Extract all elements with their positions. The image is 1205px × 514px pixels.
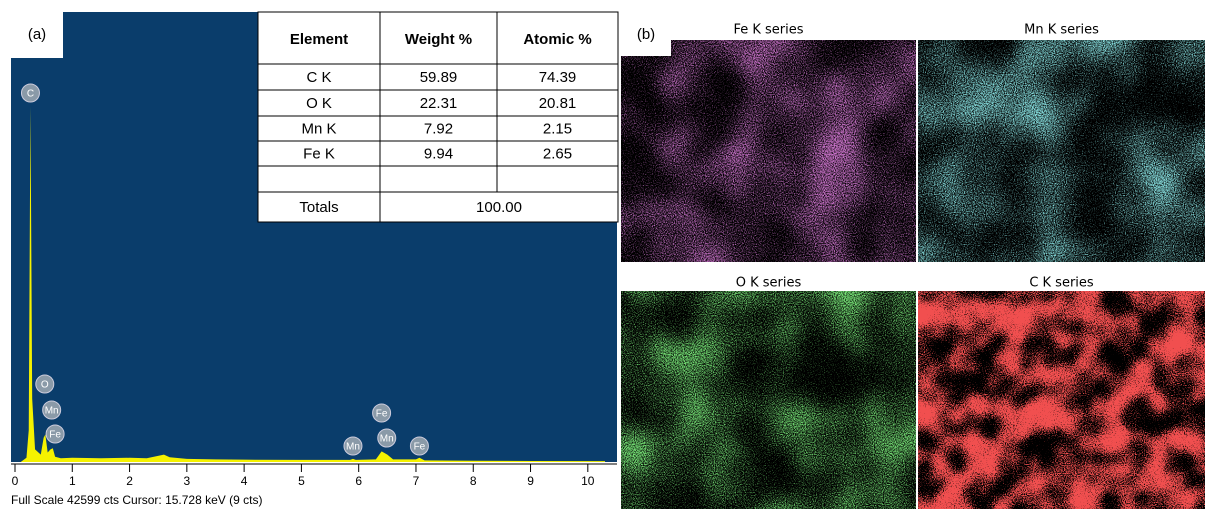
x-tick-label: 7 [413, 474, 420, 488]
totals-label: Totals [299, 199, 338, 216]
page: (a) C O Mn Fe Mn Fe Mn Fe 0 1 2 3 4 5 6 7 8 9 10 Full Scale … [0, 0, 1205, 509]
cell: 20.81 [539, 95, 577, 112]
peak-label: Fe [49, 430, 61, 441]
x-tick-label: 2 [126, 474, 133, 488]
x-tick-label: 5 [298, 474, 305, 488]
peak-label: Mn [45, 406, 59, 417]
map-title: Mn K series [1024, 23, 1099, 38]
totals-value: 100.00 [476, 199, 522, 216]
x-tick-label: 4 [241, 474, 248, 488]
cell: O K [306, 95, 332, 112]
element-map [918, 40, 1205, 262]
maps-panel: Fe K series Mn K series O K series C K seri… [621, 14, 1205, 509]
element-map [621, 40, 916, 262]
map-title: Fe K series [733, 23, 803, 38]
peak-label: C [27, 89, 34, 100]
x-tick-label: 3 [184, 474, 191, 488]
cell: 22.31 [420, 95, 458, 112]
table: Element Weight % Atomic % C K 59.89 74.39 O K 2… [258, 12, 618, 222]
x-tick-label: 1 [69, 474, 76, 488]
cell: Fe K [303, 145, 335, 162]
peak-label: Fe [414, 442, 426, 453]
cell: 7.92 [424, 120, 453, 137]
header-cell: Atomic % [523, 31, 591, 48]
element-map [918, 291, 1205, 509]
peak-label: Mn [346, 442, 360, 453]
panel-label: (b) [637, 26, 655, 43]
peak-label: O [41, 380, 49, 391]
panel-label: (a) [28, 26, 46, 43]
map-title: C K series [1029, 276, 1094, 291]
cell: 2.15 [543, 120, 572, 137]
cell: 9.94 [424, 145, 453, 162]
element-map [621, 291, 916, 509]
cell: 2.65 [543, 145, 572, 162]
x-tick-label: 0 [12, 474, 19, 488]
footer: Full Scale 42599 cts Cursor: 15.728 keV … [11, 493, 262, 507]
x-tick-label: 9 [527, 474, 534, 488]
peak-label: Fe [376, 409, 388, 420]
cell: Mn K [301, 120, 336, 137]
peak-label: Mn [380, 434, 394, 445]
cell: 74.39 [539, 69, 577, 86]
x-tick-label: 8 [470, 474, 477, 488]
cell: C K [306, 69, 331, 86]
header-cell: Element [290, 31, 348, 48]
header-cell: Weight % [405, 31, 472, 48]
figure: (a) C O Mn Fe Mn Fe Mn Fe 0 1 2 3 4 5 6 7 8 9 10 Full Scale … [0, 0, 1205, 509]
map-title: O K series [736, 276, 802, 291]
x-tick-label: 6 [355, 474, 362, 488]
x-tick-label: 10 [581, 474, 595, 488]
cell: 59.89 [420, 69, 458, 86]
